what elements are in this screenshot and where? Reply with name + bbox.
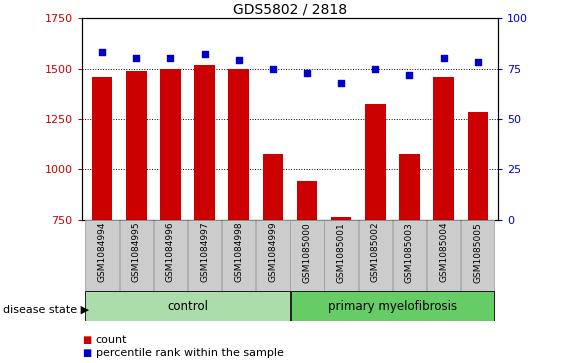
Text: primary myelofibrosis: primary myelofibrosis [328, 300, 457, 313]
Text: GSM1085005: GSM1085005 [473, 222, 482, 282]
Title: GDS5802 / 2818: GDS5802 / 2818 [233, 3, 347, 17]
Point [405, 72, 414, 77]
Point [166, 56, 175, 61]
Point [371, 66, 380, 72]
Point [97, 49, 106, 55]
FancyBboxPatch shape [86, 291, 289, 321]
Text: GSM1084995: GSM1084995 [132, 222, 141, 282]
FancyBboxPatch shape [393, 220, 426, 292]
Text: GSM1084998: GSM1084998 [234, 222, 243, 282]
Text: count: count [96, 335, 127, 346]
Bar [126, 70, 146, 363]
Bar [92, 77, 113, 363]
Text: GSM1085000: GSM1085000 [302, 222, 311, 282]
Point [200, 52, 209, 57]
FancyBboxPatch shape [359, 220, 392, 292]
FancyBboxPatch shape [291, 220, 324, 292]
FancyBboxPatch shape [86, 220, 119, 292]
Bar [331, 217, 351, 363]
Bar [399, 154, 419, 363]
Text: GSM1085001: GSM1085001 [337, 222, 346, 282]
Text: GSM1084996: GSM1084996 [166, 222, 175, 282]
FancyBboxPatch shape [461, 220, 494, 292]
Text: ■: ■ [82, 348, 91, 358]
FancyBboxPatch shape [256, 220, 289, 292]
Point [132, 56, 141, 61]
Point [473, 60, 482, 65]
FancyBboxPatch shape [324, 220, 358, 292]
FancyBboxPatch shape [291, 291, 494, 321]
Bar [229, 69, 249, 363]
FancyBboxPatch shape [188, 220, 221, 292]
FancyBboxPatch shape [427, 220, 461, 292]
Text: GSM1084999: GSM1084999 [269, 222, 278, 282]
Bar [467, 112, 488, 363]
Bar [194, 65, 215, 363]
Text: percentile rank within the sample: percentile rank within the sample [96, 348, 284, 358]
Point [234, 58, 243, 64]
Point [269, 66, 278, 72]
Text: control: control [167, 300, 208, 313]
Point [302, 70, 311, 76]
Bar [160, 69, 181, 363]
Text: GSM1085003: GSM1085003 [405, 222, 414, 282]
FancyBboxPatch shape [119, 220, 153, 292]
Point [439, 56, 448, 61]
Text: GSM1084994: GSM1084994 [97, 222, 106, 282]
Text: GSM1085002: GSM1085002 [371, 222, 380, 282]
Text: GSM1084997: GSM1084997 [200, 222, 209, 282]
Point [337, 80, 346, 86]
Bar [434, 77, 454, 363]
FancyBboxPatch shape [154, 220, 187, 292]
Text: disease state ▶: disease state ▶ [3, 304, 89, 314]
Bar [365, 104, 386, 363]
Bar [262, 154, 283, 363]
Bar [297, 182, 318, 363]
FancyBboxPatch shape [222, 220, 256, 292]
Text: GSM1085004: GSM1085004 [439, 222, 448, 282]
Text: ■: ■ [82, 335, 91, 346]
